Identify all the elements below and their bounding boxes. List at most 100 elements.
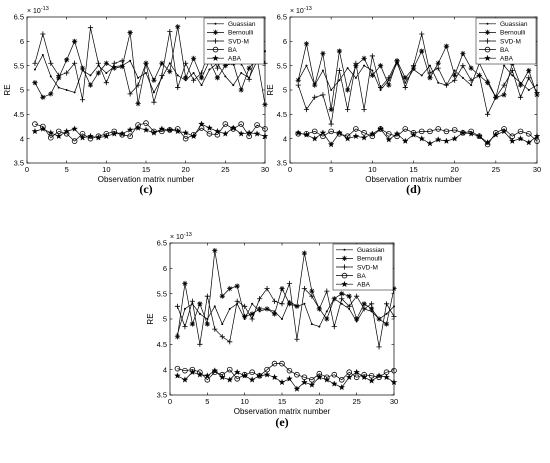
x-tick-label: 15: [409, 165, 417, 174]
legend-entry: SVD-M: [500, 38, 521, 45]
x-tick-label: 0: [288, 165, 292, 174]
data-point: [241, 372, 248, 379]
data-point: [336, 129, 343, 136]
data-point: [361, 55, 367, 61]
data-point: [232, 84, 235, 87]
data-point: [418, 135, 426, 142]
data-point: [526, 67, 532, 74]
data-point: [371, 69, 374, 72]
data-point: [345, 106, 351, 113]
data-point: [353, 60, 359, 66]
data-point: [325, 310, 328, 313]
data-point: [385, 131, 392, 137]
data-point: [32, 121, 38, 127]
data-point: [336, 67, 342, 74]
data-point: [394, 58, 400, 64]
data-point: [338, 376, 345, 383]
data-point: [501, 82, 507, 88]
data-point: [71, 125, 78, 132]
data-point: [534, 138, 540, 144]
data-point: [264, 306, 270, 312]
y-tick-label: 6: [20, 37, 24, 46]
data-point: [452, 77, 458, 83]
data-point: [391, 367, 397, 374]
data-point: [303, 106, 310, 113]
data-point: [369, 72, 375, 78]
data-point: [319, 129, 327, 136]
data-point: [453, 69, 456, 72]
data-point: [182, 135, 189, 142]
legend-marker: [341, 272, 348, 279]
data-point: [238, 121, 245, 127]
data-point: [340, 302, 343, 305]
data-point: [224, 75, 227, 78]
data-point: [526, 75, 532, 81]
data-point: [402, 126, 409, 132]
data-point: [111, 65, 117, 71]
data-point: [214, 75, 220, 81]
data-point: [369, 53, 375, 59]
data-point: [391, 313, 397, 320]
data-point: [338, 79, 341, 82]
legend-entry: Guassian: [500, 21, 528, 28]
x-tick-label: 15: [142, 165, 150, 174]
data-point: [402, 75, 408, 81]
data-point: [256, 372, 263, 379]
data-point: [47, 134, 54, 141]
exponent-label: × 10-13: [27, 6, 49, 15]
data-point: [48, 60, 54, 66]
data-point: [338, 383, 346, 391]
data-point: [72, 38, 78, 44]
data-point: [330, 89, 333, 91]
data-point: [476, 132, 483, 140]
data-point: [327, 141, 335, 148]
data-point: [87, 132, 94, 140]
y-tick-label: 5.5: [277, 61, 287, 70]
data-point: [204, 376, 211, 383]
data-point: [191, 55, 197, 61]
data-point: [467, 130, 475, 137]
data-point: [434, 136, 442, 143]
data-point: [143, 120, 149, 126]
data-point: [420, 74, 423, 77]
data-point: [206, 131, 213, 137]
data-point: [47, 129, 55, 136]
data-point: [129, 59, 132, 62]
legend-marker: [341, 280, 348, 287]
data-point: [227, 286, 233, 292]
data-point: [352, 132, 360, 140]
x-tick-label: 5: [205, 397, 209, 406]
series-line: [177, 250, 395, 337]
data-point: [246, 76, 252, 82]
data-point: [40, 31, 46, 37]
data-point: [404, 81, 407, 84]
data-point: [204, 321, 210, 327]
data-point: [204, 372, 211, 379]
data-point: [345, 373, 353, 381]
exponent-value: -13: [184, 232, 192, 238]
data-point: [175, 24, 181, 30]
data-point: [167, 29, 173, 35]
data-point: [56, 72, 62, 78]
data-point: [219, 293, 225, 299]
data-point: [286, 280, 293, 287]
data-point: [485, 111, 491, 117]
data-point: [226, 376, 234, 383]
data-point: [103, 60, 109, 66]
data-point: [295, 77, 301, 83]
data-point: [493, 94, 499, 100]
data-point: [168, 62, 171, 65]
data-point: [435, 126, 442, 132]
x-tick-label: 5: [329, 165, 333, 174]
data-point: [32, 60, 38, 66]
data-point: [214, 127, 221, 135]
data-point: [214, 65, 220, 71]
data-point: [311, 128, 318, 135]
y-tick-label: 5: [283, 86, 287, 95]
data-point: [227, 339, 233, 345]
data-point: [176, 74, 179, 77]
data-point: [240, 71, 243, 74]
data-point: [525, 139, 533, 146]
data-point: [294, 336, 300, 342]
